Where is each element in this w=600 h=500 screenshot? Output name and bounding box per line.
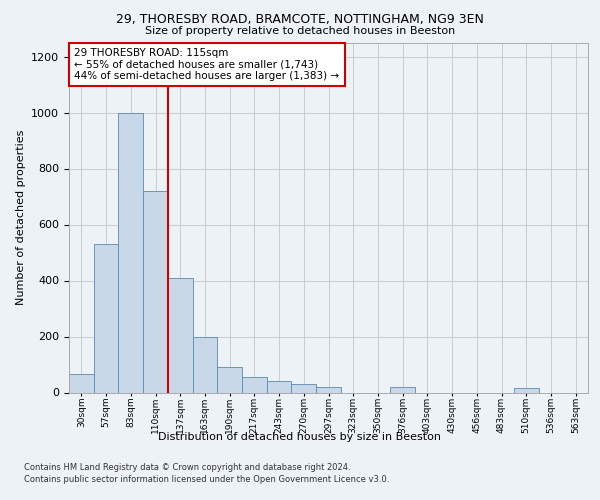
Text: Distribution of detached houses by size in Beeston: Distribution of detached houses by size … <box>158 432 442 442</box>
Text: Contains HM Land Registry data © Crown copyright and database right 2024.: Contains HM Land Registry data © Crown c… <box>24 462 350 471</box>
Bar <box>316 387 341 392</box>
Bar <box>217 368 242 392</box>
Text: 29 THORESBY ROAD: 115sqm
← 55% of detached houses are smaller (1,743)
44% of sem: 29 THORESBY ROAD: 115sqm ← 55% of detach… <box>74 48 340 81</box>
Text: Size of property relative to detached houses in Beeston: Size of property relative to detached ho… <box>145 26 455 36</box>
Text: 29, THORESBY ROAD, BRAMCOTE, NOTTINGHAM, NG9 3EN: 29, THORESBY ROAD, BRAMCOTE, NOTTINGHAM,… <box>116 12 484 26</box>
Text: Contains public sector information licensed under the Open Government Licence v3: Contains public sector information licen… <box>24 475 389 484</box>
Bar <box>390 387 415 392</box>
Bar <box>143 191 168 392</box>
Bar <box>514 388 539 392</box>
Bar <box>94 244 118 392</box>
Y-axis label: Number of detached properties: Number of detached properties <box>16 130 26 305</box>
Bar <box>193 336 217 392</box>
Bar <box>267 382 292 392</box>
Bar <box>168 278 193 392</box>
Bar <box>69 374 94 392</box>
Bar <box>118 112 143 392</box>
Bar <box>242 377 267 392</box>
Bar <box>292 384 316 392</box>
